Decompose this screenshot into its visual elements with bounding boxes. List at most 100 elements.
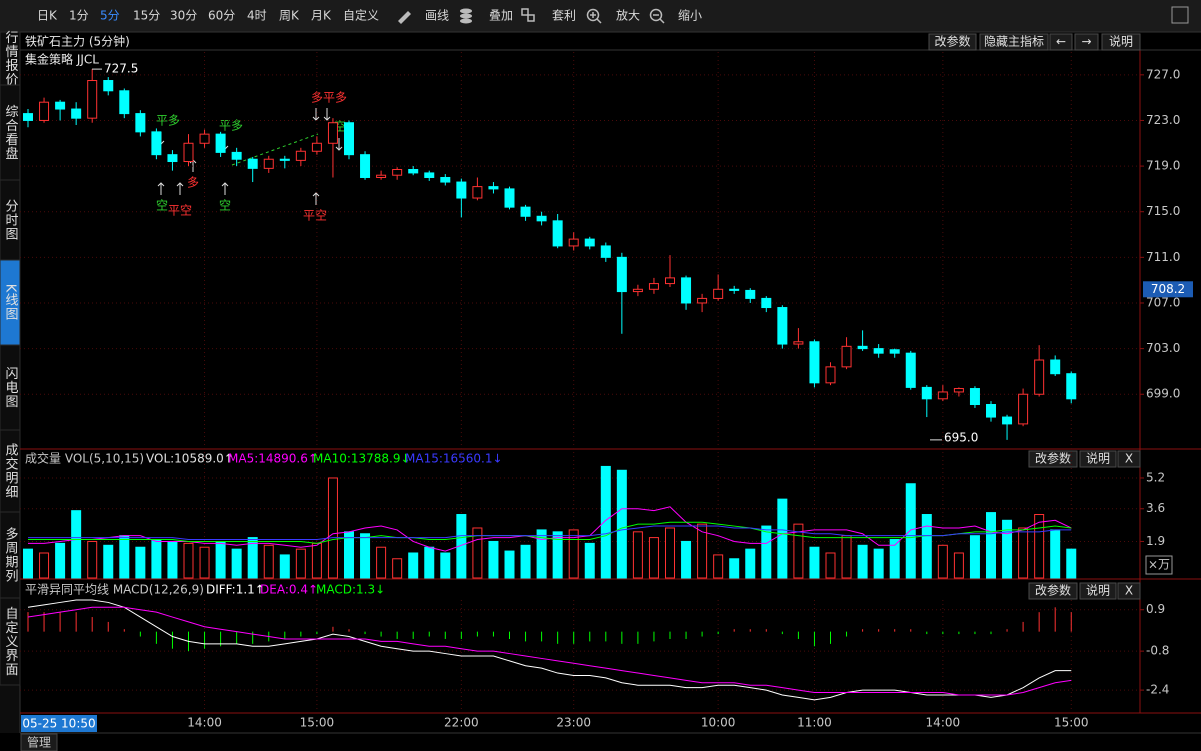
panel-button-label[interactable]: 隐藏主指标 <box>984 34 1044 49</box>
toolbar-item[interactable]: 日K <box>37 9 58 23</box>
y-tick-label: 3.6 <box>1146 501 1165 515</box>
chart-title: 铁矿石主力 (5分钟) <box>25 34 130 49</box>
toolbar-item[interactable]: 放大 <box>616 8 640 23</box>
volume-bar <box>841 535 852 579</box>
panel-button[interactable] <box>1049 33 1073 51</box>
sidebar-tab[interactable] <box>0 597 21 686</box>
toolbar-item[interactable]: 1分 <box>69 9 89 23</box>
volume-bar <box>921 514 932 579</box>
manage-tab[interactable] <box>20 733 58 751</box>
volume-bar <box>889 539 900 579</box>
candle-body <box>681 277 692 304</box>
y-tick-label: -2.4 <box>1146 683 1169 697</box>
volume-ma-line <box>28 525 1072 541</box>
panel-button[interactable] <box>1028 582 1078 600</box>
toolbar-item[interactable]: 自定义 <box>343 8 379 23</box>
volume-bar <box>151 539 162 579</box>
candle-body <box>183 142 194 163</box>
panel-button[interactable] <box>1079 582 1117 600</box>
panel-button-label[interactable]: 改参数 <box>1035 451 1071 466</box>
volume-bar <box>408 552 419 579</box>
volume-stat: MA10:13788.9↓ <box>313 452 411 466</box>
panel-button-label[interactable]: ← <box>1056 35 1066 49</box>
candle-body <box>937 391 948 400</box>
toolbar-item[interactable]: 缩小 <box>678 8 702 23</box>
candle-body <box>167 154 178 163</box>
panel-button-label[interactable]: 说明 <box>1086 451 1110 466</box>
x-tick-label: 15:00 <box>1054 716 1089 730</box>
macd-stat: DEA:0.4↑ <box>260 583 318 597</box>
window-icon[interactable] <box>1171 6 1189 24</box>
panel-button[interactable] <box>928 33 977 51</box>
x-tick-label: 14:00 <box>926 716 961 730</box>
volume-bar <box>39 552 50 579</box>
candle-body <box>953 388 964 393</box>
candle-body <box>376 174 387 178</box>
toolbar-item[interactable]: 5分 <box>100 9 120 23</box>
panel-button-label[interactable]: X <box>1125 452 1133 466</box>
sidebar-tab-label[interactable]: 自定义界面 <box>3 607 19 677</box>
panel-button-label[interactable]: 改参数 <box>1035 583 1071 598</box>
candle-body <box>969 388 980 406</box>
panel-button-label[interactable]: 改参数 <box>934 34 970 49</box>
plot-area: 727.0 723.0 719.0 715.0 711.0 707.0 703.0 699.0… <box>20 52 1193 732</box>
panel-button-label[interactable]: 说明 <box>1109 34 1133 49</box>
y-tick-label: 1.9 <box>1146 534 1165 548</box>
sidebar-tab-label[interactable]: 行情报价 <box>3 31 19 87</box>
panel-button[interactable] <box>1074 33 1099 51</box>
volume-bar <box>761 525 772 579</box>
volume-bar <box>969 535 980 579</box>
candle-body <box>648 283 659 290</box>
extreme-label: 727.5 <box>104 62 138 76</box>
toolbar-item[interactable]: 30分 <box>170 9 197 23</box>
toolbar-item[interactable]: 周K <box>279 9 300 23</box>
volume-bar <box>616 469 627 579</box>
volume-bar <box>392 558 403 579</box>
volume-bar <box>1050 529 1061 579</box>
toolbar-item[interactable]: 60分 <box>208 9 235 23</box>
toolbar-item[interactable]: 叠加 <box>489 9 513 23</box>
zoom-out-icon <box>649 8 665 24</box>
toolbar-item[interactable]: 4时 <box>247 9 267 23</box>
volume-bar <box>1066 548 1077 579</box>
sidebar-tab-label[interactable]: 多周期列 <box>3 526 19 583</box>
candle-body <box>809 341 820 384</box>
candle-body <box>873 348 884 354</box>
toolbar <box>0 0 1201 32</box>
volume-bar <box>504 550 515 579</box>
volume-bar <box>745 548 756 579</box>
signal-label: 多 <box>187 176 199 190</box>
toolbar-item[interactable]: 套利 <box>552 9 576 23</box>
panel-button[interactable] <box>1101 33 1141 51</box>
panel-button-label[interactable]: → <box>1081 35 1091 49</box>
sidebar-tab-label[interactable]: 成交明细 <box>3 443 19 499</box>
candle-body <box>536 215 547 222</box>
volume-bar <box>1002 519 1013 579</box>
y-tick-label: 715.0 <box>1146 204 1180 218</box>
panel-button-label[interactable]: X <box>1125 584 1133 598</box>
volume-bar <box>665 527 675 579</box>
volume-bar <box>777 498 788 579</box>
panel-button[interactable] <box>1079 450 1117 468</box>
panel-button[interactable] <box>979 33 1049 51</box>
toolbar-item[interactable]: 画线 <box>425 9 449 23</box>
panel-button[interactable] <box>1117 582 1141 600</box>
candle-body <box>504 188 515 208</box>
panel-button[interactable] <box>1117 450 1141 468</box>
sidebar-tab-label[interactable]: K线图 <box>3 284 19 322</box>
sidebar-tab-label[interactable]: 分时图 <box>3 199 19 241</box>
signal-label: 平多 <box>219 119 243 133</box>
panel-button-label[interactable]: 说明 <box>1086 583 1110 598</box>
sidebar-tab-label[interactable]: 综合看盘 <box>3 105 19 161</box>
candle-body <box>151 131 162 156</box>
sidebar-tab-label[interactable]: 闪电图 <box>3 367 18 409</box>
toolbar-item[interactable]: 15分 <box>133 9 160 23</box>
candle-body <box>424 172 435 178</box>
volume-bar <box>376 546 387 579</box>
toolbar-item[interactable]: 月K <box>311 9 332 23</box>
panel-button[interactable] <box>1028 450 1078 468</box>
manage-tab-label[interactable]: 管理 <box>27 735 51 750</box>
unit-box <box>1145 555 1173 575</box>
candle-body <box>456 181 467 199</box>
draw-icon <box>398 11 411 24</box>
